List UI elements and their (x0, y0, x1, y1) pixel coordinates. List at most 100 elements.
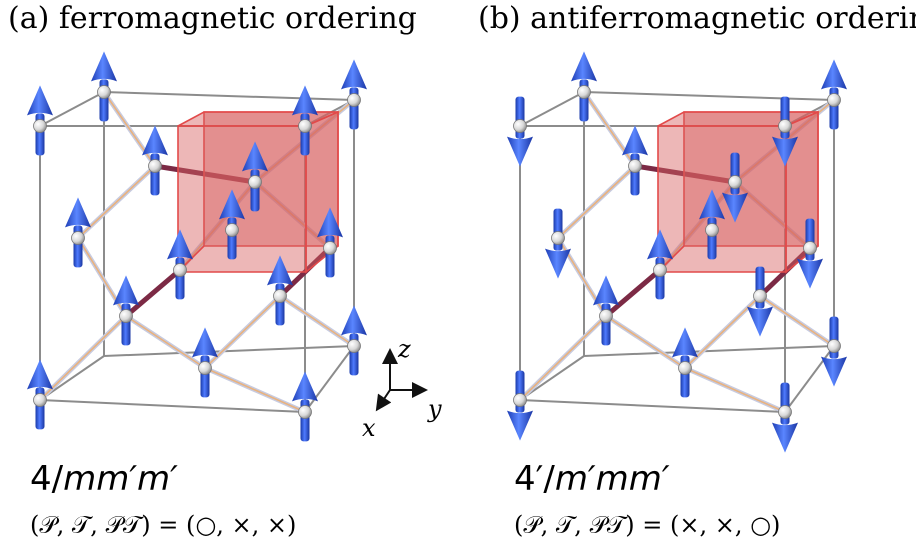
magnetic-moment-arrow-head (772, 136, 798, 167)
panel-a-group-part-2: mm′m′ (63, 459, 178, 499)
magnetic-moment-arrow-head (821, 356, 847, 387)
atom-sphere (71, 231, 85, 245)
magnetic-moment-arrow-head (142, 125, 168, 156)
atom-sphere (577, 85, 591, 99)
panel-b-group-part-1: 4′/ (514, 459, 555, 499)
magnetic-moment-arrow-head (317, 207, 343, 238)
atom-sphere (273, 289, 287, 303)
panel-a-title: (a) ferromagnetic ordering (8, 1, 417, 36)
magnetic-moment-arrow-head (647, 229, 673, 260)
magnetic-moment-arrow-head (167, 229, 193, 260)
bond-emphasis (123, 267, 183, 319)
magnetic-moment-arrow-head (65, 197, 91, 228)
magnetic-moment-arrow-head (507, 136, 533, 167)
lattice-edge (583, 91, 835, 101)
atom-sphere (551, 231, 565, 245)
atom-sphere (599, 309, 613, 323)
atom-sphere (705, 223, 719, 237)
bond-highlight (103, 91, 156, 167)
magnetic-moment-arrow-head (772, 422, 798, 453)
atom-sphere (827, 93, 841, 107)
bond-highlight (759, 295, 835, 347)
magnetic-moment-arrow-head (341, 59, 367, 90)
magnetic-moment-arrow-head (113, 275, 139, 306)
panel-b-title: (b) antiferromagnetic ordering (478, 1, 916, 36)
atom-sphere (347, 93, 361, 107)
panel-a-group-part-1: 4/ (30, 459, 64, 499)
atom-sphere (347, 339, 361, 353)
lattice-edge (784, 345, 835, 413)
bond-highlight (77, 237, 127, 317)
structure-b (507, 51, 847, 453)
lattice-edge (583, 345, 835, 357)
magnetic-moment-arrow-head (242, 141, 268, 172)
lattice-edge (519, 91, 585, 127)
bond-highlight (39, 315, 127, 401)
bond-highlight (519, 315, 607, 401)
bond-highlight (557, 165, 636, 239)
magnetic-moment-arrow-head (797, 258, 823, 289)
bond-highlight (279, 295, 355, 347)
magnetic-moment-arrow-head (292, 85, 318, 116)
bond-highlight (77, 165, 156, 239)
bond-highlight (583, 91, 636, 167)
atom-sphere (728, 175, 742, 189)
atom-sphere (778, 119, 792, 133)
magnetic-moment-arrow-head (192, 327, 218, 358)
axes-triad: z y x (362, 335, 442, 442)
magnetic-moment-arrow-head (722, 192, 748, 223)
atom-sphere (119, 309, 133, 323)
atom-sphere (225, 223, 239, 237)
magnetic-moment-arrow-head (292, 371, 318, 402)
magnetic-moment-arrow-head (27, 85, 53, 116)
panel-antiferromagnetic: (b) antiferromagnetic ordering 4′/m′mm′ … (478, 1, 916, 539)
panel-b-magnetic-group: 4′/m′mm′ (514, 459, 670, 499)
x-axis-arrow (375, 389, 392, 412)
magnetic-moment-arrow-head (571, 51, 597, 82)
magnetic-moment-arrow-head (699, 189, 725, 220)
magnetic-moment-arrow-head (91, 51, 117, 82)
lattice-edge (103, 345, 355, 357)
magnetic-moment-arrow-head (27, 359, 53, 390)
bond-highlight (204, 295, 281, 369)
magnetic-moment-arrow-head (672, 327, 698, 358)
panel-b-pt-symmetry: (𝒫, 𝒯, 𝒫𝒯) = (×, ×, ○) (514, 511, 780, 539)
bond-emphasis (152, 163, 258, 185)
magnetic-moment-arrow-head (593, 275, 619, 306)
bond-highlight (125, 315, 206, 369)
atom-sphere (97, 85, 111, 99)
atom-sphere (33, 393, 47, 407)
bond-highlight (684, 295, 761, 369)
atom-sphere (753, 289, 767, 303)
panel-b-group-part-2: m′mm′ (555, 459, 670, 499)
atom-sphere (628, 159, 642, 173)
bond-highlight (684, 367, 786, 413)
unit-cell-front-face (177, 125, 307, 273)
bond-highlight (659, 181, 736, 271)
atom-sphere (653, 263, 667, 277)
magnetic-moment-arrow-head (821, 59, 847, 90)
y-axis-label: y (427, 395, 442, 423)
atom-sphere (323, 241, 337, 255)
magnetic-moment-arrow-head (507, 410, 533, 441)
lattice-edge (39, 399, 306, 413)
atom-sphere (827, 339, 841, 353)
magnetic-moment-arrow-head (267, 255, 293, 286)
structure-a (27, 51, 367, 442)
unit-cell-front-face (657, 125, 787, 273)
atom-sphere (198, 361, 212, 375)
atom-sphere (678, 361, 692, 375)
atom-sphere (298, 119, 312, 133)
bond-highlight (204, 367, 306, 413)
panel-a-pt-symmetry: (𝒫, 𝒯, 𝒫𝒯) = (○, ×, ×) (30, 511, 296, 539)
panel-a-magnetic-group: 4/mm′m′ (30, 459, 178, 499)
atom-sphere (248, 175, 262, 189)
atom-sphere (513, 119, 527, 133)
bond-emphasis (632, 163, 738, 185)
bond-emphasis (603, 267, 663, 319)
atom-sphere (33, 119, 47, 133)
atom-sphere (803, 241, 817, 255)
z-axis-label: z (397, 335, 411, 363)
magnetic-moment-arrow-head (219, 189, 245, 220)
